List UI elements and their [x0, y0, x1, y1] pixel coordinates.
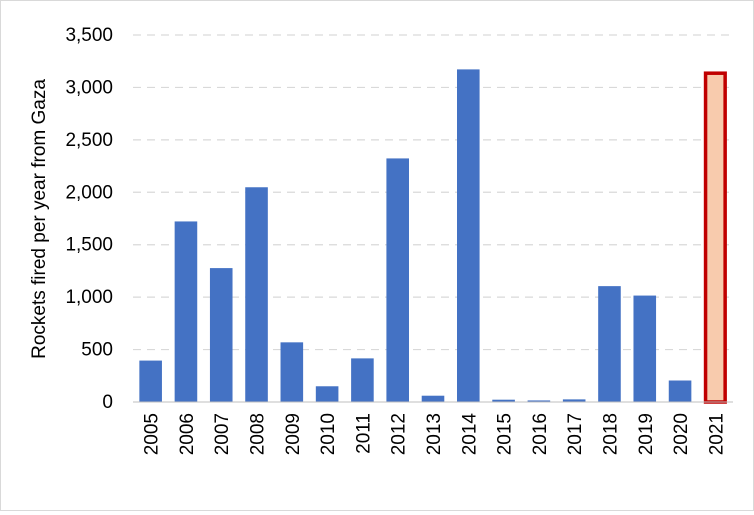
x-tick-label: 2016	[530, 413, 551, 455]
bar-2016	[527, 400, 551, 402]
x-tick-label: 2005	[142, 413, 163, 455]
bar-2021-highlighted	[703, 71, 727, 404]
x-tick-label: 2015	[495, 413, 516, 455]
bar-2011	[351, 358, 374, 402]
x-tick-label: 2006	[177, 413, 198, 455]
y-tick-label: 2,000	[65, 182, 113, 203]
x-tick-label: 2009	[283, 413, 304, 455]
x-tick-label: 2021	[706, 413, 727, 455]
bar-2006	[174, 221, 198, 402]
x-tick-label: 2008	[248, 413, 269, 455]
bar-2020	[668, 380, 692, 402]
y-tick-label: 0	[102, 392, 113, 413]
x-tick-label: 2020	[671, 413, 692, 455]
y-tick-label: 1,000	[65, 287, 113, 308]
x-tick-label: 2007	[212, 413, 233, 455]
x-tick-label: 2010	[318, 413, 339, 455]
y-tick-label: 3,500	[65, 25, 113, 46]
y-tick-label: 500	[81, 340, 113, 361]
x-axis-ticks: 2005 2006 2007 2008 2009 2010 2011 2012 2013 2014…	[142, 413, 728, 456]
gridlines	[133, 34, 733, 351]
x-tick-label: 2011	[353, 413, 374, 454]
bar-2013	[421, 395, 445, 402]
bar-2018	[598, 286, 621, 402]
bar-2005	[139, 360, 162, 402]
bar-2017	[562, 399, 586, 402]
x-tick-label: 2018	[600, 413, 621, 455]
bar-2014	[457, 69, 480, 403]
x-tick-label: 2013	[424, 413, 445, 455]
bar-2008	[245, 187, 268, 402]
bar-2019	[633, 295, 657, 402]
bar-2007	[209, 268, 233, 402]
bars	[139, 69, 727, 404]
y-tick-label: 2,500	[65, 130, 113, 151]
x-tick-label: 2019	[636, 413, 657, 455]
x-tick-label: 2014	[459, 413, 480, 456]
x-tick-label: 2017	[565, 413, 586, 455]
y-tick-label: 3,000	[65, 77, 113, 98]
bar-2015	[492, 399, 515, 402]
bar-2012	[386, 158, 409, 402]
y-tick-label: 1,500	[65, 235, 113, 256]
bar-2009	[280, 342, 304, 402]
x-tick-label: 2012	[389, 413, 410, 455]
y-axis-ticks: 0 500 1,000 1,500 2,000 2,500 3,000 3,500	[65, 25, 113, 413]
y-axis-label: Rockets fired per year from Gaza	[29, 79, 50, 359]
bar-2010	[315, 386, 339, 402]
